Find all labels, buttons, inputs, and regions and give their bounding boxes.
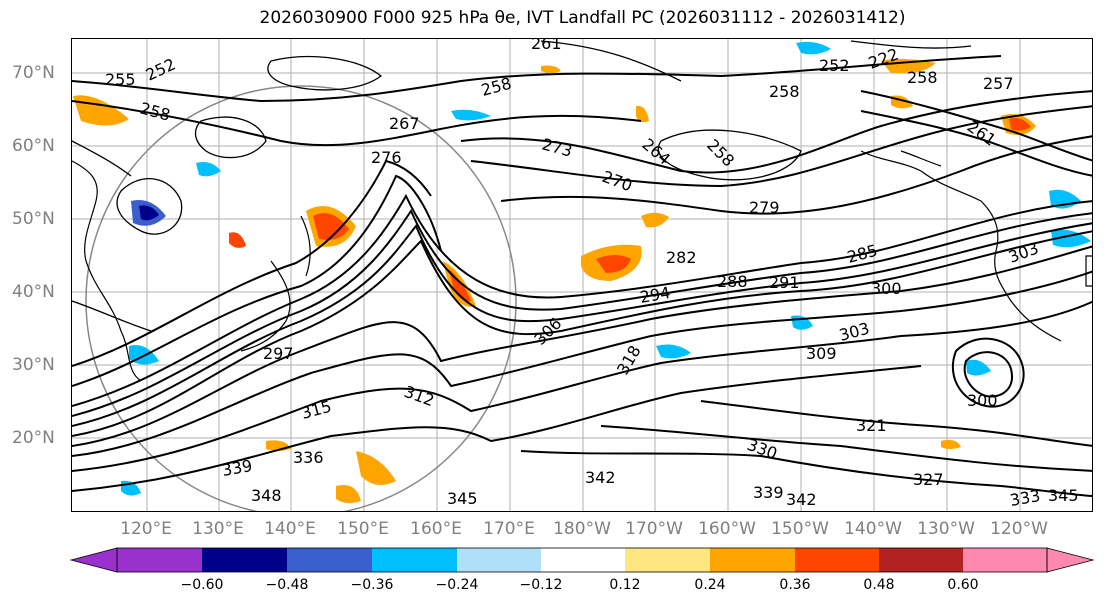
contour-labels: 261 255 252 258 267 258 252 222 258 257 …: [105, 39, 1079, 510]
contour-label: 255: [105, 70, 136, 89]
lon-label-180w: 180°W: [553, 519, 611, 539]
colorbar-segment: [963, 548, 1047, 572]
colorbar-tick: −0.60: [180, 577, 224, 593]
contour-label: 333: [1008, 486, 1041, 510]
contour-label: 294: [638, 283, 671, 307]
colorbar-segment: [202, 548, 287, 572]
contour-label: 252: [819, 56, 850, 75]
ivt-pc-shading: [73, 41, 1091, 504]
lat-label-30n: 30°N: [12, 355, 55, 375]
contour-label: 279: [749, 198, 780, 217]
colorbar-segment: [710, 548, 795, 572]
lat-label-60n: 60°N: [12, 136, 55, 156]
lon-label-170w: 170°W: [625, 519, 683, 539]
colorbar-segment: [287, 548, 372, 572]
colorbar-segment: [625, 548, 710, 572]
contour-label: 258: [703, 135, 738, 170]
contour-label: 300: [871, 279, 902, 298]
theta-e-contours-thin: [72, 40, 972, 332]
contour-label: 261: [531, 39, 562, 53]
lon-label-130w: 130°W: [917, 519, 975, 539]
contour-label: 336: [293, 448, 324, 467]
contour-label: 291: [769, 273, 800, 292]
contour-label: 330: [745, 435, 780, 463]
contour-label: 288: [717, 272, 748, 291]
colorbar-segment: [541, 548, 625, 572]
lon-label-160w: 160°W: [698, 519, 756, 539]
contour-label: 339: [220, 456, 253, 480]
contour-label: 261: [964, 117, 1000, 150]
colorbar-segment: [457, 548, 541, 572]
colorbar-tick: 0.12: [609, 577, 641, 593]
lon-label-120w: 120°W: [990, 519, 1048, 539]
contour-label: 300: [967, 391, 998, 410]
contour-label: 342: [585, 468, 616, 487]
lon-label-130e: 130°E: [192, 519, 244, 539]
colorbar-tick: −0.12: [519, 577, 563, 593]
contour-label: 309: [806, 344, 837, 363]
colorbar-segment: [372, 548, 457, 572]
plot-title: 2026030900 F000 925 hPa θe, IVT Landfall…: [259, 8, 906, 28]
coastlines: [72, 150, 1092, 382]
colorbar-tick: 0.60: [947, 577, 979, 593]
contour-label: 321: [856, 416, 887, 435]
contour-label: 315: [299, 397, 333, 423]
colorbar-tick: −0.24: [435, 577, 479, 593]
contour-label: 276: [371, 148, 402, 167]
colorbar-segment: [117, 548, 202, 572]
lat-label-40n: 40°N: [12, 282, 55, 302]
colorbar-extend-high: [1046, 547, 1095, 573]
contour-label: 327: [913, 470, 944, 489]
colorbar-tick: 0.48: [863, 577, 895, 593]
colorbar-extend-low: [69, 547, 118, 573]
lat-label-70n: 70°N: [12, 63, 55, 83]
colorbar-tick: 0.24: [694, 577, 726, 593]
contour-label: 257: [983, 74, 1014, 93]
lon-label-150w: 150°W: [771, 519, 829, 539]
contour-label: 348: [251, 486, 282, 505]
contour-label: 312: [402, 382, 437, 410]
colorbar: [69, 547, 1095, 573]
contour-label: 270: [600, 167, 635, 195]
contour-label: 342: [786, 490, 817, 509]
colorbar-tick: −0.36: [350, 577, 394, 593]
contour-label: 258: [907, 68, 938, 87]
map-canvas: 261 255 252 258 267 258 252 222 258 257 …: [72, 39, 1092, 511]
colorbar-segment: [795, 548, 879, 572]
lat-label-50n: 50°N: [12, 209, 55, 229]
contour-label: 339: [753, 483, 784, 502]
lon-label-120e: 120°E: [120, 519, 172, 539]
contour-label: 273: [540, 135, 574, 161]
contour-label: 252: [143, 54, 179, 84]
contour-label: 267: [389, 114, 420, 133]
region-circle: [85, 85, 517, 511]
lon-label-150e: 150°E: [337, 519, 389, 539]
contour-label: 297: [263, 344, 294, 363]
contour-label: 345: [447, 489, 478, 508]
theta-e-contours: [72, 55, 1092, 497]
lat-label-20n: 20°N: [12, 428, 55, 448]
colorbar-segment: [879, 548, 963, 572]
lon-label-170e: 170°E: [483, 519, 535, 539]
lon-label-140w: 140°W: [844, 519, 902, 539]
contour-label: 258: [769, 82, 800, 101]
colorbar-tick: 0.36: [779, 577, 811, 593]
lon-label-160e: 160°E: [410, 519, 462, 539]
contour-label: 258: [138, 99, 172, 125]
contour-label: 345: [1048, 486, 1079, 505]
contour-label: 282: [666, 248, 697, 267]
colorbar-tick: −0.48: [265, 577, 309, 593]
lon-label-140e: 140°E: [264, 519, 316, 539]
map-panel: 261 255 252 258 267 258 252 222 258 257 …: [71, 38, 1093, 512]
